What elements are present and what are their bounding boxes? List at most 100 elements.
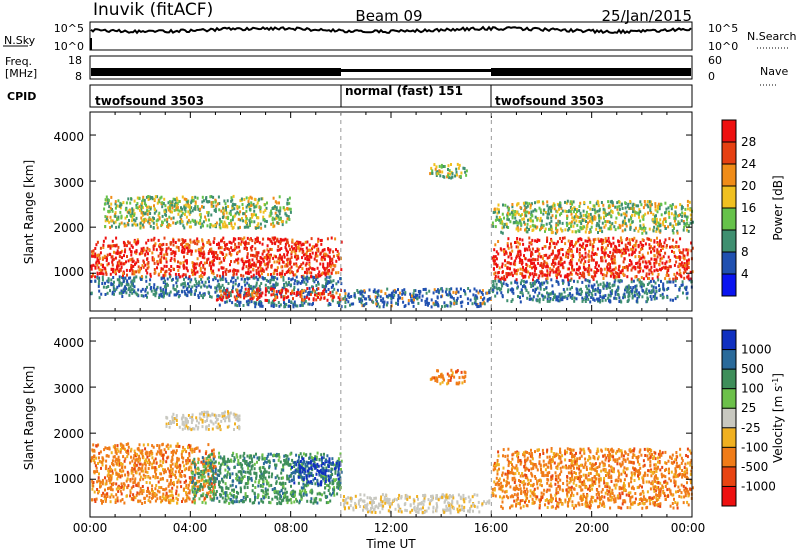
- echo-cell: [646, 203, 649, 207]
- echo-cell: [544, 229, 546, 233]
- echo-cell: [576, 215, 579, 219]
- echo-cell: [633, 213, 636, 217]
- echo-cell: [183, 277, 185, 281]
- echo-cell: [481, 292, 484, 296]
- echo-cell: [523, 203, 526, 207]
- echo-cell: [608, 269, 611, 273]
- echo-cell: [222, 295, 225, 299]
- echo-cell: [202, 224, 204, 228]
- echo-cell: [547, 292, 550, 296]
- echo-cell: [635, 275, 638, 278]
- echo-cell: [548, 255, 551, 259]
- echo-cell: [384, 292, 387, 296]
- echo-cell: [634, 244, 637, 248]
- echo-cell: [303, 280, 306, 284]
- echo-cell: [539, 287, 542, 291]
- echo-cell: [678, 272, 681, 276]
- echo-cell: [687, 229, 690, 233]
- echo-cell: [257, 287, 260, 291]
- echo-cell: [321, 292, 324, 296]
- echo-cell: [538, 238, 541, 242]
- echo-cell: [610, 227, 613, 231]
- echo-cell: [245, 300, 248, 304]
- echo-cell: [210, 195, 213, 199]
- echo-cell: [608, 299, 610, 303]
- echo-cell: [681, 283, 684, 287]
- echo-cell: [424, 287, 427, 291]
- echo-cell: [201, 238, 204, 242]
- echo-cell: [332, 250, 335, 254]
- echo-cell: [248, 202, 250, 206]
- echo-cell: [570, 220, 573, 224]
- echo-cell: [624, 286, 627, 290]
- echo-cell: [154, 208, 156, 212]
- echo-cell: [642, 277, 645, 281]
- echo-cell: [173, 258, 176, 261]
- echo-cell: [596, 247, 599, 251]
- echo-cell: [690, 241, 693, 245]
- echo-cell: [516, 286, 519, 290]
- echo-cell: [283, 208, 286, 212]
- echo-cell: [253, 213, 256, 217]
- echo-cell: [326, 264, 329, 268]
- echo-cell: [193, 283, 196, 287]
- echo-cell: [684, 223, 687, 227]
- echo-cell: [257, 273, 260, 276]
- echo-cell: [486, 291, 489, 295]
- echo-cell: [104, 446, 107, 450]
- echo-cell: [691, 270, 694, 274]
- echo-cell: [686, 221, 689, 225]
- echo-cell: [147, 205, 150, 209]
- echo-cell: [627, 218, 630, 222]
- echo-cell: [299, 247, 302, 251]
- echo-cell: [160, 252, 163, 255]
- echo-cell: [103, 254, 106, 258]
- echo-cell: [380, 289, 383, 293]
- echo-cell: [283, 296, 286, 300]
- echo-cell: [632, 207, 635, 211]
- echo-cell: [288, 196, 291, 200]
- echo-cell: [424, 303, 427, 306]
- echo-cell: [590, 275, 593, 279]
- echo-cell: [538, 274, 541, 278]
- echo-cell: [649, 279, 652, 283]
- echo-cell: [586, 291, 589, 295]
- echo-cell: [90, 279, 93, 283]
- echo-cell: [545, 222, 548, 226]
- echo-cell: [112, 288, 115, 292]
- echo-cell: [543, 260, 546, 264]
- echo-cell: [169, 444, 172, 448]
- echo-cell: [619, 236, 622, 240]
- echo-cell: [239, 225, 241, 229]
- echo-cell: [245, 271, 247, 275]
- echo-cell: [118, 291, 121, 295]
- echo-cell: [525, 288, 528, 292]
- echo-cell: [560, 247, 562, 251]
- echo-cell: [449, 172, 451, 176]
- echo-cell: [541, 282, 544, 286]
- echo-cell: [285, 303, 288, 306]
- echo-cell: [177, 269, 180, 272]
- echo-cell: [401, 292, 404, 296]
- echo-cell: [180, 206, 182, 210]
- echo-cell: [248, 196, 251, 200]
- echo-cell: [323, 248, 326, 252]
- echo-cell: [583, 225, 586, 229]
- echo-cell: [197, 283, 200, 287]
- echo-cell: [530, 241, 532, 245]
- echo-cell: [257, 225, 260, 229]
- echo-cell: [627, 284, 630, 288]
- echo-cell: [308, 302, 311, 306]
- echo-cell: [596, 297, 599, 301]
- echo-cell: [175, 293, 178, 297]
- echo-cell: [349, 303, 351, 307]
- echo-cell: [661, 256, 664, 260]
- echo-cell: [678, 262, 681, 266]
- echo-cell: [237, 284, 240, 288]
- echo-cell: [124, 285, 127, 289]
- echo-cell: [678, 255, 680, 259]
- echo-cell: [648, 202, 651, 206]
- echo-cell: [649, 206, 652, 210]
- echo-cell: [579, 201, 582, 205]
- echo-cell: [267, 286, 270, 290]
